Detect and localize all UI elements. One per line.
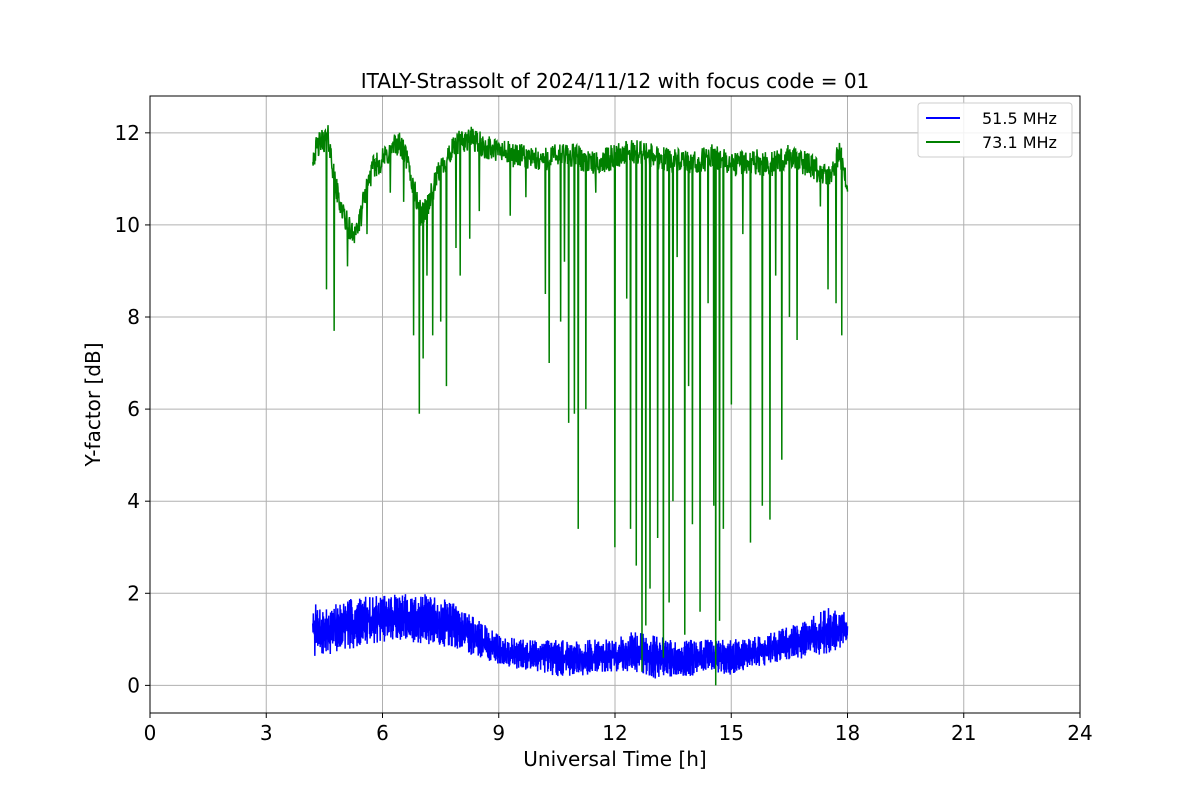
x-tick-label: 6 [376, 721, 389, 745]
legend-box [917, 102, 1073, 158]
x-tick-label: 21 [951, 721, 976, 745]
x-tick-label: 3 [260, 721, 273, 745]
plot-area [312, 125, 849, 686]
x-tick-label: 12 [602, 721, 627, 745]
y-tick-label: 8 [127, 305, 140, 329]
series-line-73-1-mhz [312, 125, 849, 686]
y-tick-label: 10 [115, 213, 140, 237]
series-line-51-5-mhz [312, 594, 849, 679]
x-tick-label: 9 [492, 721, 505, 745]
x-tick-label: 0 [144, 721, 157, 745]
x-tick-label: 18 [835, 721, 860, 745]
legend: 51.5 MHz 73.1 MHz [917, 102, 1073, 158]
legend-entry: 73.1 MHz [982, 133, 1057, 152]
y-tick-label: 6 [127, 397, 140, 421]
y-tick-label: 0 [127, 673, 140, 697]
x-tick-label: 24 [1067, 721, 1092, 745]
y-tick-label: 4 [127, 489, 140, 513]
x-axis-label: Universal Time [h] [523, 747, 706, 771]
y-tick-label: 12 [115, 121, 140, 145]
chart-title: ITALY-Strassolt of 2024/11/12 with focus… [361, 69, 870, 93]
legend-entry: 51.5 MHz [982, 109, 1057, 128]
y-tick-label: 2 [127, 581, 140, 605]
x-tick-label: 15 [719, 721, 744, 745]
y-axis-label: Y-factor [dB] [81, 342, 105, 467]
